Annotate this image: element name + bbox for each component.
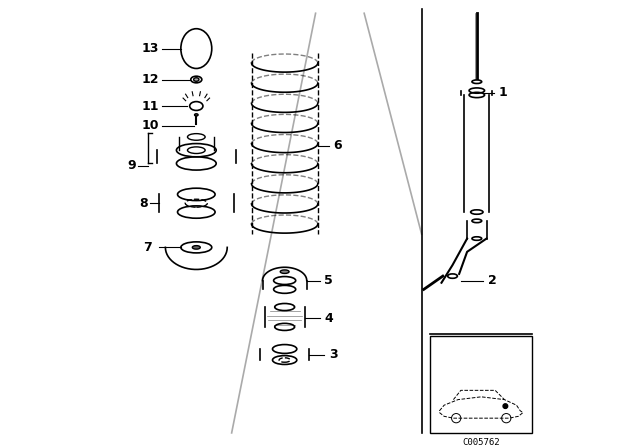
Text: 11: 11 [141,99,159,112]
Text: 10: 10 [141,120,159,133]
Ellipse shape [280,270,289,273]
Text: C005762: C005762 [463,438,500,447]
Text: 7: 7 [143,241,152,254]
Bar [431,336,532,433]
Text: 1: 1 [499,86,508,99]
Ellipse shape [472,80,482,83]
Text: 8: 8 [139,197,147,210]
Ellipse shape [195,114,198,116]
Text: 6: 6 [333,139,342,152]
Ellipse shape [194,78,199,81]
Text: 9: 9 [128,159,136,172]
Text: 2: 2 [488,274,497,287]
Text: 12: 12 [141,73,159,86]
Text: 5: 5 [324,274,333,287]
Text: 4: 4 [324,311,333,324]
Circle shape [503,404,508,409]
Ellipse shape [193,246,200,249]
Text: 13: 13 [141,42,159,55]
Text: 3: 3 [329,348,337,361]
